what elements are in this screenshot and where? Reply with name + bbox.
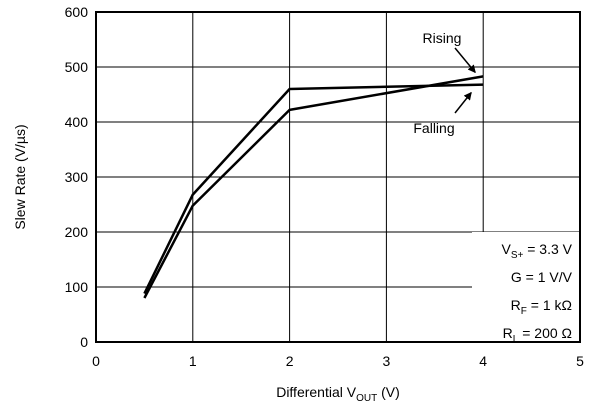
x-axis-title: Differential VOUT (V) — [276, 384, 400, 404]
y-tick-label: 200 — [65, 224, 89, 240]
y-tick-label: 300 — [65, 169, 89, 185]
y-tick-label: 0 — [80, 334, 88, 350]
rising-label: Rising — [423, 30, 462, 46]
y-axis-title: Slew Rate (V/µs) — [12, 124, 28, 229]
x-tick-label: 5 — [576, 353, 584, 369]
condition-line: G = 1 V/V — [511, 269, 573, 285]
y-tick-label: 600 — [65, 4, 89, 20]
rising-arrow — [454, 47, 476, 74]
series-line-rising — [143, 75, 484, 299]
falling-label: Falling — [413, 120, 454, 136]
conditions-box-bg — [472, 232, 579, 341]
falling-arrow — [454, 91, 472, 114]
condition-line: VS+ = 3.3 V — [501, 241, 572, 261]
series-annotations: Rising Falling — [413, 30, 476, 136]
y-tick-label: 500 — [65, 59, 89, 75]
grid — [96, 12, 580, 342]
x-tick-label: 4 — [479, 353, 487, 369]
plot-frame — [95, 11, 581, 343]
x-tick-label: 0 — [92, 353, 100, 369]
conditions-box: VS+ = 3.3 V G = 1 V/V RF = 1 kΩ RL = 200 Ω — [472, 232, 579, 345]
x-tick-label: 2 — [286, 353, 294, 369]
x-tick-label: 1 — [189, 353, 197, 369]
tick-labels: 0 100 200 300 400 500 600 0 1 2 3 4 5 — [65, 4, 584, 369]
series-line-falling — [143, 83, 484, 295]
series-lines — [143, 75, 484, 299]
y-tick-label: 100 — [65, 279, 89, 295]
condition-line: RL = 200 Ω — [503, 325, 572, 345]
x-tick-label: 3 — [383, 353, 391, 369]
y-tick-label: 400 — [65, 114, 89, 130]
condition-line: RF = 1 kΩ — [511, 297, 572, 317]
